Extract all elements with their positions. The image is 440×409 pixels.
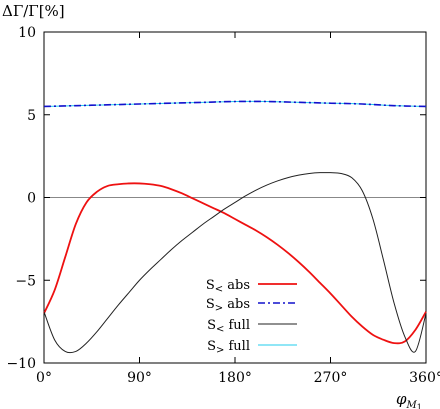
x-axis-label-subsub: 1	[417, 403, 422, 409]
y-tick-label: −5	[15, 273, 36, 289]
ticks-layer	[43, 31, 427, 364]
tick-labels-layer: 0° 90° 180° 270° 360° −10 −5 0 5 10	[6, 25, 440, 386]
series-line-0	[43, 182, 427, 345]
series-layer	[43, 100, 427, 354]
x-axis-label: φM1	[396, 390, 422, 409]
y-tick-label: −10	[6, 356, 36, 372]
y-tick-label: 10	[18, 25, 36, 41]
legend-label: S> full	[207, 339, 250, 356]
x-tick-label: 180°	[218, 370, 252, 386]
y-tick-label: 5	[27, 108, 36, 124]
x-tick-label: 0°	[36, 370, 52, 386]
y-tick-label: 0	[27, 191, 36, 207]
y-axis-label: ΔΓ/Γ[%]	[2, 2, 65, 20]
series-line-2	[43, 172, 427, 354]
x-axis-label-main: φ	[396, 390, 407, 408]
legend: S< abs S> abs S< full S> full	[206, 278, 297, 356]
legend-label: S< abs	[206, 278, 250, 295]
x-tick-label: 90°	[127, 370, 152, 386]
legend-label: S< full	[207, 318, 250, 335]
x-tick-label: 270°	[314, 370, 348, 386]
x-tick-label: 360°	[409, 370, 440, 386]
legend-label: S> abs	[206, 297, 250, 314]
series-line-1	[43, 100, 427, 108]
x-axis-label-sub: M	[406, 400, 418, 409]
